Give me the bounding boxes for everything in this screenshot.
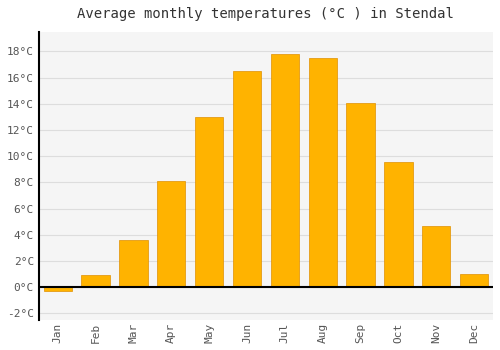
Bar [195, 117, 224, 287]
Bar [119, 240, 148, 287]
Bar [270, 54, 299, 287]
Title: Average monthly temperatures (°C ) in Stendal: Average monthly temperatures (°C ) in St… [78, 7, 454, 21]
Bar [44, 287, 72, 291]
Bar [157, 181, 186, 287]
Bar [233, 71, 261, 287]
Bar [460, 274, 488, 287]
Bar [346, 103, 375, 287]
Bar [384, 161, 412, 287]
Bar [82, 275, 110, 287]
Bar [422, 226, 450, 287]
Bar [308, 58, 337, 287]
